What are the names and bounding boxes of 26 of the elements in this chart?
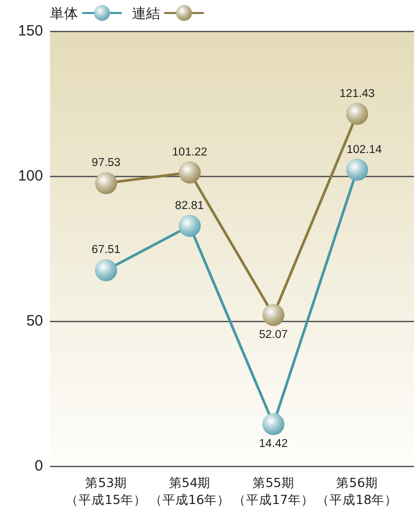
data-label: 121.43	[340, 88, 375, 100]
legend-label: 連結	[132, 5, 160, 21]
x-tick-label: 第55期（平成17年）	[232, 475, 314, 507]
data-label: 52.07	[259, 328, 288, 341]
point	[262, 413, 284, 436]
x-tick-label: 第54期（平成16年）	[149, 475, 230, 507]
point	[346, 158, 368, 181]
point	[95, 259, 118, 282]
data-label: 101.22	[172, 146, 208, 158]
point	[346, 102, 368, 125]
legend-label: 単体	[50, 5, 78, 21]
y-tick-label: 150	[18, 22, 43, 40]
data-label: 97.53	[92, 157, 120, 170]
point	[178, 161, 201, 184]
y-tick-label: 100	[18, 168, 43, 184]
x-tick-label: 第53期（平成15年）	[66, 475, 147, 507]
point	[178, 214, 201, 237]
data-label: 102.14	[346, 144, 382, 156]
data-label: 14.42	[259, 438, 288, 450]
data-label: 82.81	[175, 200, 204, 212]
y-tick-label: 0	[34, 458, 43, 474]
x-tick-label: 第56期（平成18年）	[316, 475, 398, 507]
y-tick-label: 50	[26, 312, 43, 330]
point	[262, 304, 284, 326]
point	[95, 172, 118, 194]
data-label: 67.51	[92, 244, 120, 256]
